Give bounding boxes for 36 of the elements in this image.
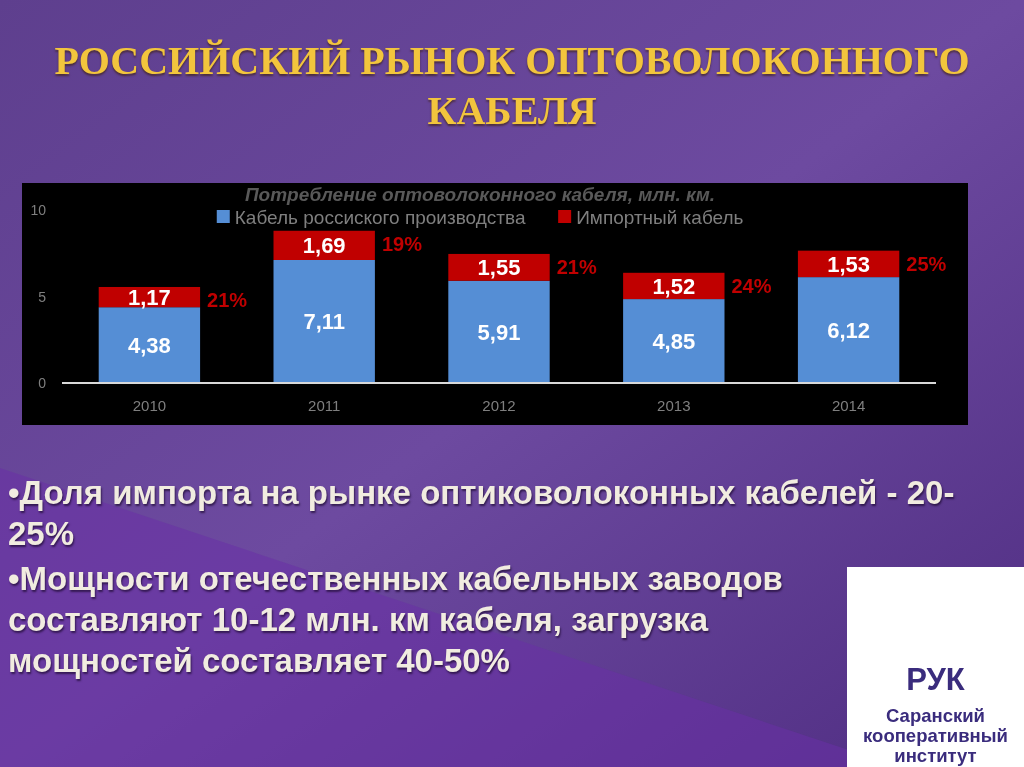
text: Саранский кооперативный институт xyxy=(862,705,1009,766)
x-tick-label: 2011 xyxy=(308,397,341,415)
annotation: 25% xyxy=(906,252,947,275)
x-tick-label: 2013 xyxy=(657,397,691,415)
legend-label: Кабель россиского производства xyxy=(234,206,526,228)
data-label: 4,38 xyxy=(127,333,171,359)
data-label: 1,53 xyxy=(827,251,871,277)
data-label: 5,91 xyxy=(477,319,521,345)
x-tick-label: 2010 xyxy=(132,397,167,415)
chart-subtitle: Потребление оптоволоконного кабеля, млн. км. xyxy=(244,183,716,205)
data-label: 1,55 xyxy=(477,255,521,281)
annotation: 19% xyxy=(381,232,423,255)
text: РУК xyxy=(905,662,966,698)
y-tick-label: 5 xyxy=(38,288,47,305)
bar xyxy=(273,260,375,383)
bar xyxy=(797,277,900,383)
annotation: 24% xyxy=(731,274,772,297)
chart-title: РОССИЙСКИЙ РЫНОК ОПТОВОЛОКОННОГО КАБЕЛЯ xyxy=(53,37,971,135)
annotation: 21% xyxy=(556,255,597,278)
y-tick-label: 0 xyxy=(38,375,47,392)
text: •Мощности отечественных кабельных заводов составляют 10-12 млн. км кабеля, загрузка мощностей составляет 40-50% xyxy=(8,559,784,681)
data-label: 1,69 xyxy=(302,233,346,259)
bar xyxy=(623,299,725,383)
data-label: 1,17 xyxy=(127,285,171,311)
data-label: 4,85 xyxy=(652,328,696,354)
x-tick-label: 2014 xyxy=(831,397,866,415)
y-tick-label: 10 xyxy=(30,202,47,219)
text: •Доля импорта на рынке оптиковолоконных кабелей - 20-25% xyxy=(8,473,956,554)
data-label: 7,11 xyxy=(303,309,345,335)
data-label: 6,12 xyxy=(827,317,871,343)
data-label: 1,52 xyxy=(652,273,696,299)
legend-label: Импортный кабель xyxy=(576,206,744,228)
x-tick-label: 2012 xyxy=(482,397,516,415)
annotation: 21% xyxy=(207,288,248,311)
bar xyxy=(448,280,550,383)
bar xyxy=(98,307,201,383)
